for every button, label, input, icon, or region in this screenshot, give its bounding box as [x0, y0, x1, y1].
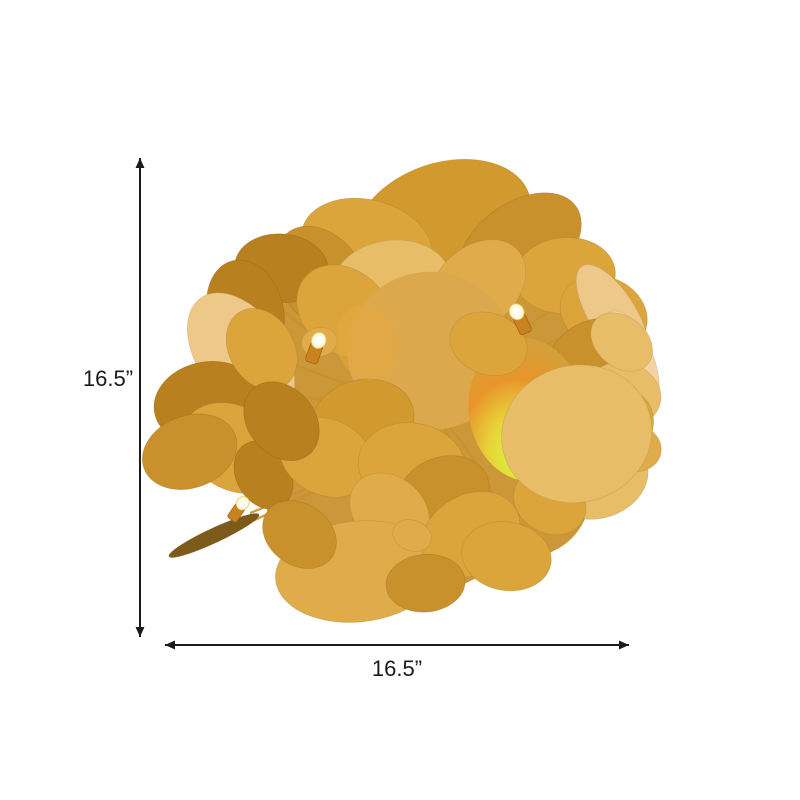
- svg-text:16.5”: 16.5”: [372, 656, 422, 681]
- svg-text:16.5”: 16.5”: [83, 366, 133, 391]
